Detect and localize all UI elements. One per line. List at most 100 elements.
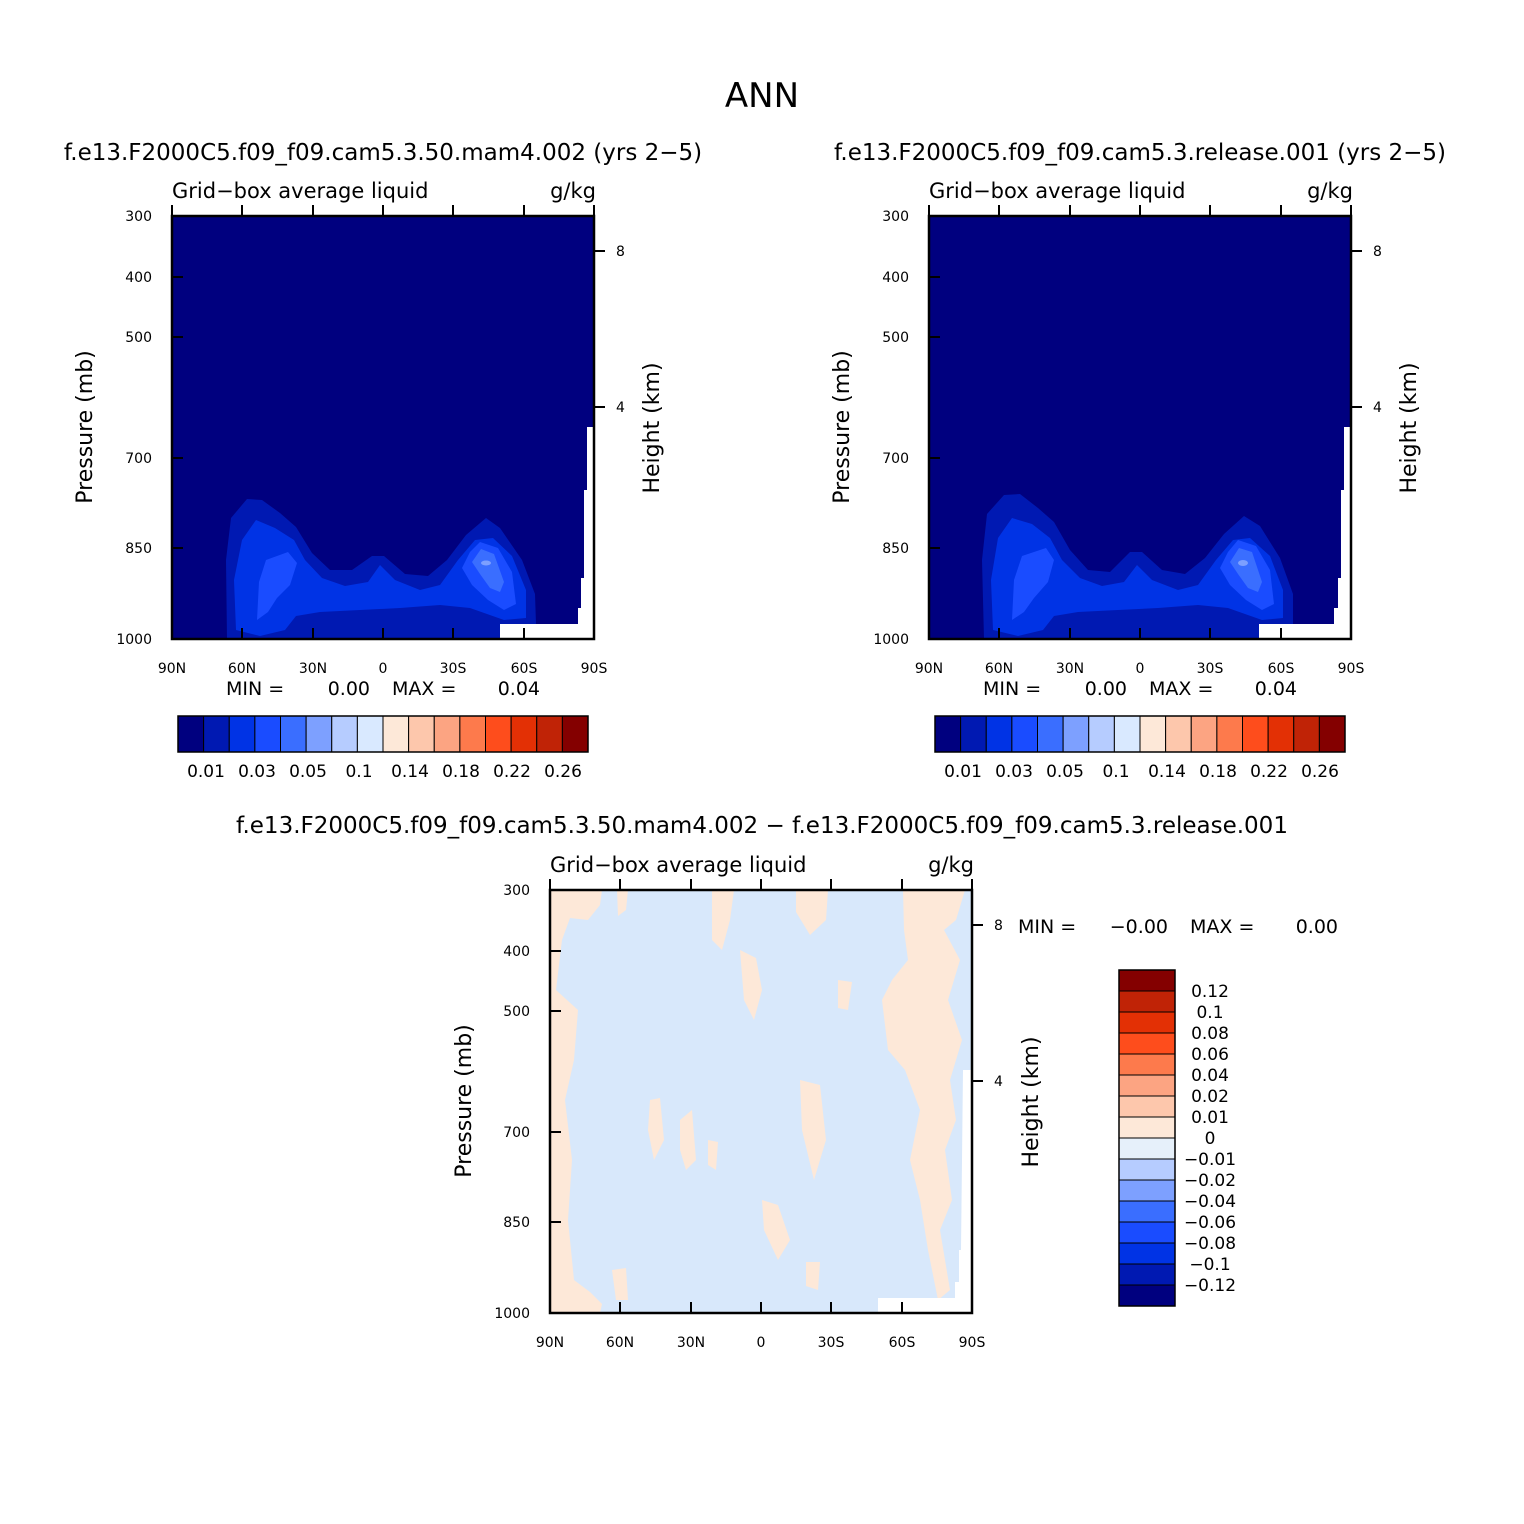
left-subtitle: Grid−box average liquid (929, 179, 1185, 203)
colorbar-label: −0.01 (1184, 1150, 1236, 1170)
colorbar-swatch (280, 715, 307, 753)
height-tick-label: 4 (994, 1074, 1003, 1090)
colorbar-label: 0.1 (345, 762, 372, 782)
colorbar-label: 0.01 (944, 762, 982, 782)
colorbar-swatch (331, 715, 358, 753)
units-label: g/kg (550, 179, 596, 203)
colorbar-swatch (433, 715, 461, 753)
x-tick-labels: 90N 60N 30N 0 30S 60S 90S (915, 661, 1365, 677)
colorbar-label: 0.02 (1191, 1087, 1229, 1107)
colorbar-swatch (1318, 715, 1346, 753)
min-label: MIN = (1018, 916, 1076, 938)
panel-control: f.e13.F2000C5.f09_f09.cam5.3.release.001… (830, 140, 1446, 782)
x-tick-label: 90N (158, 661, 186, 677)
colorbar-swatch (1118, 1179, 1176, 1202)
colorbar-swatch (356, 715, 384, 753)
colorbar-swatch (1118, 1095, 1176, 1118)
colorbar-frame (934, 715, 1346, 753)
y-tick-label: 1000 (494, 1306, 530, 1322)
x-tick-label: 30S (440, 661, 467, 677)
contour-field (172, 216, 594, 639)
min-max-readout: MIN = 0.00 MAX = 0.04 (226, 678, 540, 700)
colorbar-label: 0.14 (1148, 762, 1186, 782)
x-tick-label: 30S (1197, 661, 1224, 677)
units-label: g/kg (928, 853, 974, 877)
height-tick-label: 8 (994, 918, 1003, 934)
colorbar-label: −0.1 (1189, 1255, 1230, 1275)
colorbar-swatch (510, 715, 538, 753)
colorbar-label: 0.26 (1301, 762, 1339, 782)
y-tick-label: 850 (882, 541, 909, 557)
min-value: −0.00 (1110, 916, 1168, 938)
y-tick-label: 300 (503, 883, 530, 899)
x-tick-labels: 90N 60N 30N 0 30S 60S 90S (158, 661, 608, 677)
colorbar-swatch (960, 715, 987, 753)
y-tick-label: 700 (503, 1125, 530, 1141)
colorbar-swatch (934, 715, 962, 753)
x-tick-label: 30N (1056, 661, 1084, 677)
panel-title: f.e13.F2000C5.f09_f09.cam5.3.50.mam4.002… (64, 140, 702, 166)
colorbar (1118, 969, 1176, 1307)
x-tick-label: 60N (606, 1335, 634, 1351)
colorbar-swatch (203, 715, 230, 753)
colorbar-swatch (1011, 715, 1038, 753)
height-tick-label: 4 (616, 400, 625, 416)
contour-field (550, 890, 972, 1313)
min-value: 0.00 (328, 678, 370, 700)
y2-axis-label: Height (km) (1019, 1036, 1044, 1167)
colorbar-label: 0.26 (544, 762, 582, 782)
units-label: g/kg (1307, 179, 1353, 203)
max-value: 0.04 (498, 678, 540, 700)
colorbar-swatch (1118, 1158, 1176, 1181)
min-label: MIN = (226, 678, 284, 700)
colorbar-swatch (254, 715, 281, 753)
colorbar-label: 0.06 (1191, 1045, 1229, 1065)
colorbar-label: 0.18 (442, 762, 480, 782)
colorbar-swatch (1062, 715, 1090, 753)
colorbar-swatch (1118, 990, 1176, 1013)
y-tick-labels: 300 400 500 700 850 1000 8 4 (873, 209, 1382, 648)
y-axis-label: Pressure (mb) (452, 1024, 477, 1178)
colorbar-label: 0.03 (995, 762, 1033, 782)
colorbar-label: 0.03 (238, 762, 276, 782)
colorbar-swatch (485, 715, 512, 753)
colorbar-swatch (1118, 1284, 1176, 1307)
panel-title: f.e13.F2000C5.f09_f09.cam5.3.50.mam4.002… (236, 813, 1288, 839)
x-tick-label: 90S (1338, 661, 1365, 677)
colorbar-swatch (1267, 715, 1295, 753)
y-tick-label: 300 (882, 209, 909, 225)
colorbar-labels: 0.01 0.03 0.05 0.1 0.14 0.18 0.22 0.26 (944, 762, 1339, 782)
colorbar-swatch (1118, 1263, 1176, 1286)
y-tick-label: 400 (503, 944, 530, 960)
y-tick-label: 500 (125, 330, 152, 346)
colorbar-label: 0.22 (493, 762, 531, 782)
height-tick-label: 4 (1373, 400, 1382, 416)
y-tick-label: 1000 (873, 632, 909, 648)
x-tick-labels: 90N 60N 30N 0 30S 60S 90S (536, 1335, 986, 1351)
colorbar-label: 0.12 (1191, 982, 1229, 1002)
x-tick-label: 0 (1136, 661, 1145, 677)
colorbar-frame (1118, 969, 1176, 1307)
colorbar-labels: 0.01 0.03 0.05 0.1 0.14 0.18 0.22 0.26 (187, 762, 582, 782)
panel-difference: f.e13.F2000C5.f09_f09.cam5.3.50.mam4.002… (236, 813, 1338, 1351)
x-tick-label: 90S (959, 1335, 986, 1351)
colorbar-label: −0.02 (1184, 1171, 1236, 1191)
colorbar-swatch (1118, 1242, 1176, 1265)
contour-field (929, 216, 1351, 639)
x-tick-label: 60S (511, 661, 538, 677)
y-tick-labels: 300 400 500 700 850 1000 8 4 (494, 883, 1003, 1322)
y2-axis-label: Height (km) (640, 362, 665, 493)
y2-axis-label: Height (km) (1397, 362, 1422, 493)
x-tick-label: 60N (228, 661, 256, 677)
colorbar-swatch (228, 715, 256, 753)
colorbar-label: −0.04 (1184, 1192, 1236, 1212)
y-tick-label: 700 (882, 451, 909, 467)
colorbar-labels: 0.12 0.1 0.08 0.06 0.04 0.02 0.01 0 −0.0… (1184, 982, 1236, 1296)
colorbar-swatch (408, 715, 435, 753)
colorbar-swatch (561, 715, 589, 753)
colorbar-swatch (985, 715, 1013, 753)
y-axis-label: Pressure (mb) (73, 350, 98, 504)
y-tick-label: 500 (503, 1004, 530, 1020)
colorbar-swatch (1113, 715, 1141, 753)
main-title: ANN (725, 76, 799, 116)
